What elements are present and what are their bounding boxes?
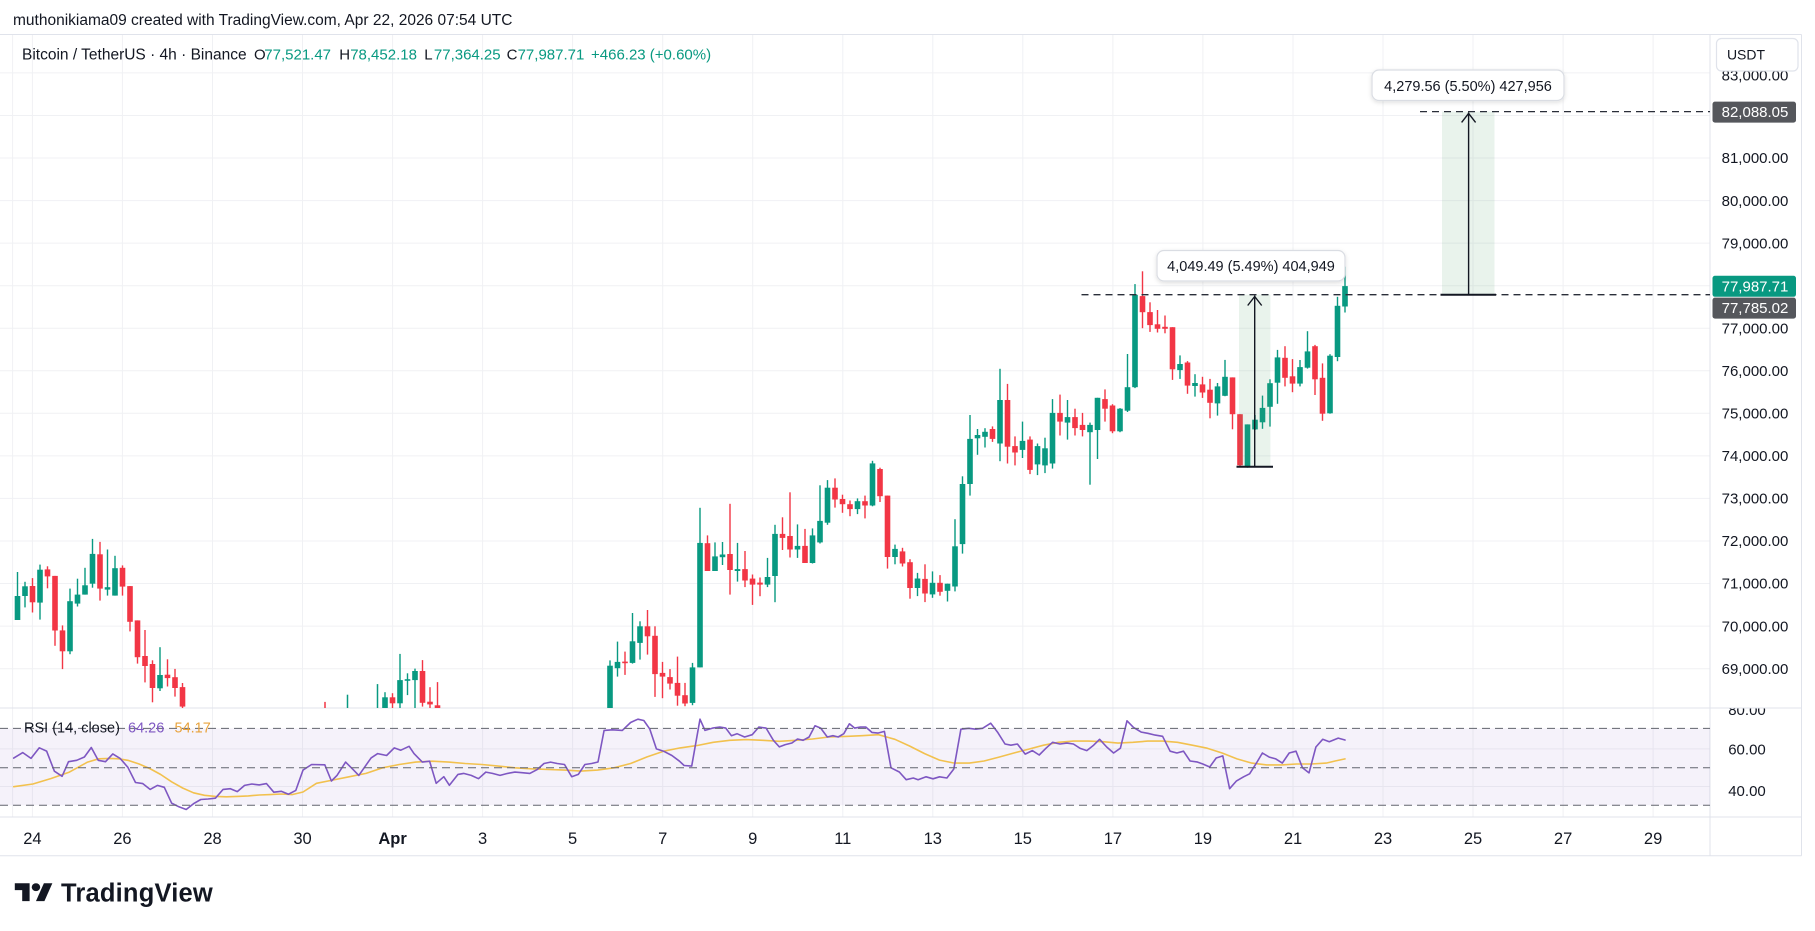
svg-text:4,049.49 (5.49%) 404,949: 4,049.49 (5.49%) 404,949	[1167, 259, 1335, 275]
svg-text:9: 9	[748, 830, 757, 848]
svg-text:29: 29	[1644, 830, 1662, 848]
svg-text:4,279.56 (5.50%) 427,956: 4,279.56 (5.50%) 427,956	[1384, 79, 1552, 95]
svg-text:23: 23	[1374, 830, 1392, 848]
svg-text:RSI (14, close): RSI (14, close)	[24, 721, 120, 737]
svg-text:26: 26	[113, 830, 131, 848]
svg-text:40.00: 40.00	[1728, 783, 1766, 800]
svg-text:30: 30	[293, 830, 311, 848]
svg-text:77,987.71: 77,987.71	[1722, 278, 1789, 295]
svg-text:82,088.05: 82,088.05	[1722, 104, 1789, 121]
svg-text:27: 27	[1554, 830, 1572, 848]
svg-text:Apr: Apr	[378, 830, 407, 848]
svg-text:+466.23 (+0.60%): +466.23 (+0.60%)	[591, 47, 711, 64]
svg-text:O: O	[254, 47, 266, 64]
svg-text:54.17: 54.17	[175, 721, 211, 737]
svg-text:3: 3	[478, 830, 487, 848]
svg-text:75,000.00: 75,000.00	[1722, 406, 1789, 423]
svg-text:5: 5	[568, 830, 577, 848]
svg-text:28: 28	[203, 830, 221, 848]
svg-text:77,364.25: 77,364.25	[434, 47, 501, 64]
svg-text:TradingView: TradingView	[61, 880, 213, 908]
svg-text:15: 15	[1014, 830, 1032, 848]
svg-text:11: 11	[834, 830, 851, 848]
svg-text:80.00: 80.00	[1728, 702, 1766, 719]
svg-text:Bitcoin / TetherUS · 4h · Bina: Bitcoin / TetherUS · 4h · Binance	[22, 47, 247, 64]
svg-text:76,000.00: 76,000.00	[1722, 363, 1789, 380]
svg-text:78,452.18: 78,452.18	[350, 47, 417, 64]
svg-text:77,000.00: 77,000.00	[1722, 320, 1789, 337]
svg-text:USDT: USDT	[1727, 47, 1766, 63]
svg-text:74,000.00: 74,000.00	[1722, 448, 1789, 465]
svg-text:77,785.02: 77,785.02	[1722, 300, 1789, 317]
svg-text:21: 21	[1284, 830, 1302, 848]
svg-text:C: C	[507, 47, 518, 64]
svg-text:60.00: 60.00	[1728, 742, 1766, 759]
svg-text:25: 25	[1464, 830, 1482, 848]
svg-text:64.26: 64.26	[128, 721, 164, 737]
svg-text:72,000.00: 72,000.00	[1722, 533, 1789, 550]
svg-text:13: 13	[924, 830, 942, 848]
svg-text:73,000.00: 73,000.00	[1722, 491, 1789, 508]
svg-text:7: 7	[658, 830, 667, 848]
svg-text:19: 19	[1194, 830, 1212, 848]
svg-text:80,000.00: 80,000.00	[1722, 193, 1789, 210]
svg-text:79,000.00: 79,000.00	[1722, 235, 1789, 252]
svg-text:H: H	[339, 47, 350, 64]
svg-text:69,000.00: 69,000.00	[1722, 661, 1789, 678]
svg-text:L: L	[424, 47, 432, 64]
svg-text:24: 24	[23, 830, 41, 848]
svg-text:77,987.71: 77,987.71	[518, 47, 585, 64]
svg-text:83,000.00: 83,000.00	[1722, 68, 1789, 85]
svg-text:81,000.00: 81,000.00	[1722, 150, 1789, 167]
svg-text:70,000.00: 70,000.00	[1722, 618, 1789, 635]
svg-text:71,000.00: 71,000.00	[1722, 576, 1789, 593]
svg-text:muthonikiama09 created with Tr: muthonikiama09 created with TradingView.…	[13, 12, 512, 29]
svg-text:77,521.47: 77,521.47	[264, 47, 331, 64]
svg-text:17: 17	[1104, 830, 1122, 848]
